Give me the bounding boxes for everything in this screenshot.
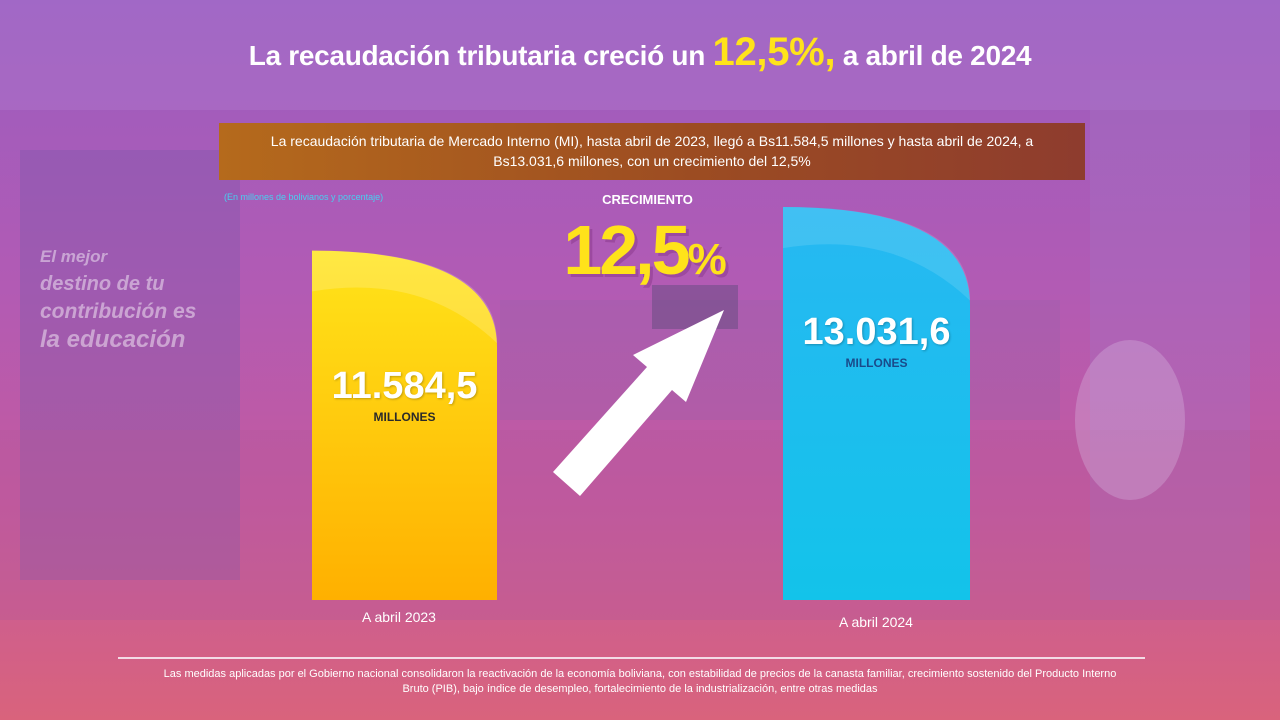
footer-note: Las medidas aplicadas por el Gobierno na… [163,668,1117,695]
growth-label: CRECIMIENTO [602,192,693,207]
title-highlight: 12,5%, [712,30,836,74]
pillar-shape [1090,80,1250,600]
bar-2024-highlight [783,207,970,301]
category-label-2024: A abril 2024 [839,614,913,630]
bar-2024-unit-label: MILLONES [845,356,908,370]
waiting-area-shape [0,430,1280,620]
title-suffix: a abril de 2024 [842,40,1032,71]
footer-divider [118,657,1145,659]
bar-2024 [783,207,970,600]
person-silhouette [1075,340,1185,500]
summary-banner: La recaudación tributaria de Mercado Int… [219,123,1085,180]
bar-2023 [312,250,497,600]
summary-text: La recaudación tributaria de Mercado Int… [270,133,1034,169]
bar-2023-highlight [312,250,497,344]
growth-percent-sign: % [687,235,727,284]
counter-shape [500,300,1060,420]
sign-line-2: destino de tu [40,273,164,295]
banner-stand-shape [20,150,240,580]
title-prefix: La recaudación tributaria creció un [248,40,706,71]
bar-2023-value-label: 11.584,5 [331,365,478,407]
category-label-2023: A abril 2023 [362,609,436,625]
growth-number: 12,5 [563,211,690,289]
bar-2024-value-label: 13.031,6 [802,311,951,353]
units-note: (En millones de bolivianos y porcentaje) [224,192,384,202]
sign-line-1: El mejor [40,247,108,266]
page-title: La recaudación tributaria creció un 12,5… [0,30,1280,75]
growth-value: 12,5% [545,210,745,290]
growth-arrow-icon [553,310,724,496]
sign-line-3: contribución es [40,300,196,323]
monitor-shape [652,285,738,329]
ceiling-shape [0,0,1280,110]
sign-line-4: la educación [40,326,185,353]
bar-2023-unit-label: MILLONES [373,410,436,424]
